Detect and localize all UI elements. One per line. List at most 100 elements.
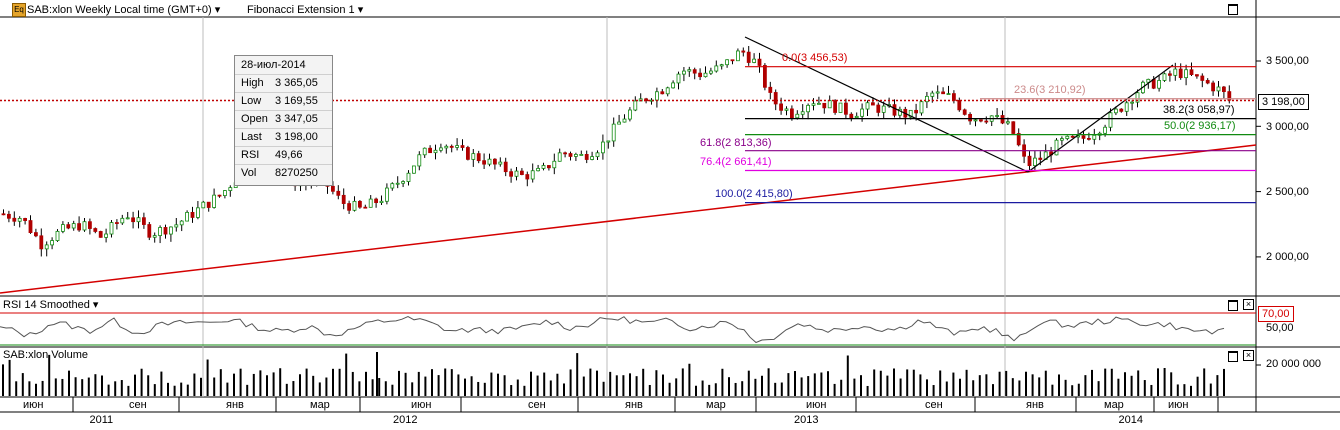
maximize-pane-icon[interactable] xyxy=(1228,351,1238,362)
candle-body xyxy=(1070,135,1075,138)
candle-body xyxy=(1211,82,1215,92)
fib-level-label: 100.0(2 415,80) xyxy=(715,188,793,200)
app-logo-icon: Eq xyxy=(12,3,26,17)
candle-body xyxy=(498,161,503,165)
candle-body xyxy=(557,152,562,162)
fib-level-label: 0.0(3 456,53) xyxy=(782,52,848,64)
month-label: янв xyxy=(625,399,643,411)
candle-body xyxy=(962,109,967,115)
candle-body xyxy=(1130,101,1134,104)
candle-body xyxy=(725,59,729,66)
candle-body xyxy=(520,170,524,175)
candle-body xyxy=(158,227,163,236)
candle-body xyxy=(1038,157,1043,160)
month-label: янв xyxy=(1026,399,1044,411)
candle-body xyxy=(163,227,168,235)
candle-body xyxy=(692,69,697,74)
candle-body xyxy=(222,190,227,196)
candle-body xyxy=(433,149,438,154)
candle-body xyxy=(914,109,918,114)
year-label: 2014 xyxy=(1118,414,1143,426)
month-label: июн xyxy=(411,399,432,411)
candle-body xyxy=(168,226,173,235)
candle-body xyxy=(384,187,389,202)
candle-body xyxy=(195,207,200,218)
candle-body xyxy=(55,230,60,241)
candle-body xyxy=(919,101,924,114)
candle-body xyxy=(136,217,141,223)
candle-body xyxy=(152,235,157,238)
candle-body xyxy=(228,187,233,191)
volume-tick-label: 20 000 000 xyxy=(1266,358,1322,370)
candle-body xyxy=(428,147,433,154)
indicator-selector[interactable]: Fibonacci Extension 1 ▾ xyxy=(247,3,363,16)
candle-body xyxy=(682,70,686,75)
symbol-selector[interactable]: SAB:xlon Weekly Local time (GMT+0) ▾ xyxy=(27,3,220,16)
candle-body xyxy=(201,201,206,209)
indicator-label: Fibonacci Extension 1 xyxy=(247,4,355,16)
candle-body xyxy=(1173,68,1178,76)
candle-body xyxy=(449,145,454,148)
month-label: мар xyxy=(1104,399,1124,411)
close-pane-icon[interactable]: × xyxy=(1243,299,1254,310)
candle-body xyxy=(1168,73,1172,76)
candle-body xyxy=(946,93,951,96)
candle-body xyxy=(530,170,535,180)
candle-body xyxy=(330,185,335,192)
candle-body xyxy=(120,217,125,224)
candle-body xyxy=(379,200,384,204)
candle-body xyxy=(622,118,627,123)
candle-body xyxy=(746,51,751,63)
candle-body xyxy=(39,235,44,250)
candle-body xyxy=(941,91,945,95)
candle-body xyxy=(395,182,400,185)
candle-body xyxy=(860,108,864,117)
candle-body xyxy=(341,194,346,204)
price-tick-label: 2 500,00 xyxy=(1266,186,1309,198)
candle-body xyxy=(601,141,605,154)
candle-body xyxy=(579,154,584,156)
symbol-label: SAB:xlon Weekly Local time (GMT+0) xyxy=(27,4,212,16)
chevron-down-icon: ▾ xyxy=(92,299,99,311)
candle-body xyxy=(1178,68,1183,79)
candle-body xyxy=(1087,137,1091,140)
rsi-pane-title[interactable]: RSI 14 Smoothed ▾ xyxy=(3,299,99,311)
candle-body xyxy=(1189,69,1194,75)
close-pane-icon[interactable]: × xyxy=(1243,350,1254,361)
candle-body xyxy=(849,113,854,119)
candle-body xyxy=(206,201,211,208)
candle-body xyxy=(368,198,373,208)
candle-body xyxy=(779,103,783,111)
candle-body xyxy=(50,240,54,246)
tooltip-row: Last 3 198,00 xyxy=(241,131,318,143)
fib-level-label: 38.2(3 058,97) xyxy=(1163,104,1235,116)
candle-body xyxy=(471,153,476,160)
candle-body xyxy=(1054,139,1059,156)
candle-body xyxy=(460,145,465,148)
candle-body xyxy=(773,92,778,105)
candle-body xyxy=(66,224,71,229)
candle-body xyxy=(606,140,611,143)
candle-body xyxy=(833,100,837,113)
tooltip-row: Vol 8270250 xyxy=(241,167,318,179)
candle-body xyxy=(17,218,22,222)
maximize-pane-icon[interactable] xyxy=(1228,300,1238,311)
candle-body xyxy=(336,190,341,196)
candle-body xyxy=(455,145,460,148)
candle-body xyxy=(88,221,92,229)
candle-body xyxy=(98,231,103,238)
candle-body xyxy=(185,211,190,222)
candle-body xyxy=(61,224,65,232)
maximize-pane-icon[interactable] xyxy=(1228,4,1238,15)
candle-body xyxy=(568,153,573,157)
candle-body xyxy=(109,222,114,235)
candle-body xyxy=(611,123,616,142)
candle-body xyxy=(482,160,487,165)
candle-body xyxy=(1060,138,1064,141)
candle-body xyxy=(736,50,740,62)
candle-body xyxy=(908,109,913,118)
candle-body xyxy=(1195,74,1199,77)
candle-body xyxy=(406,172,411,182)
